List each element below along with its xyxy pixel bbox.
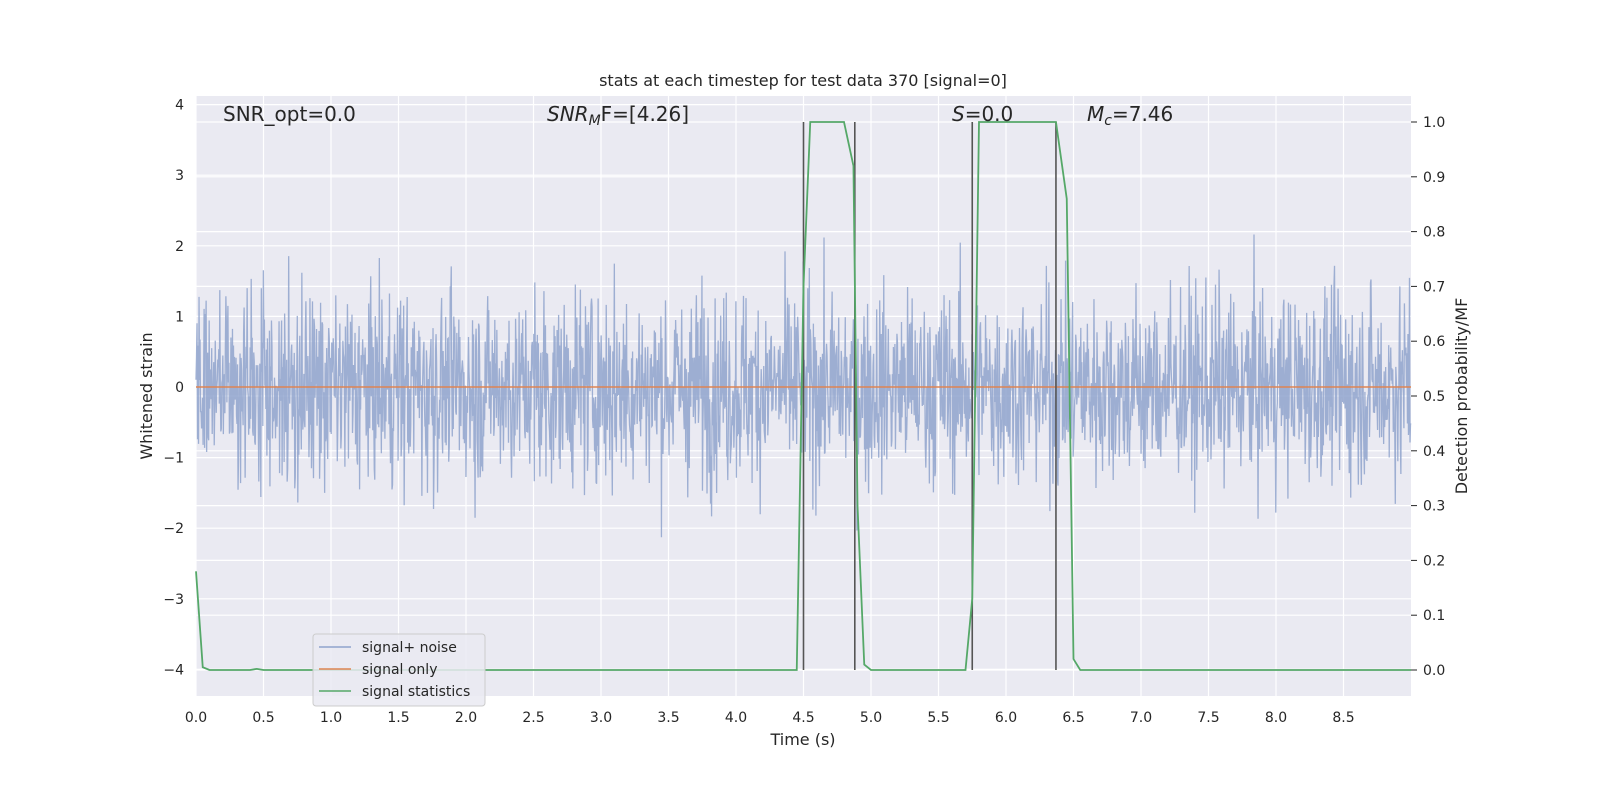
x-tick-label: 7.0 <box>1130 710 1152 726</box>
legend-label-noise: signal+ noise <box>362 640 457 656</box>
annotation-1: SNRMF=[4.26] <box>547 102 689 129</box>
signal-statistics-line <box>195 121 1411 671</box>
y-tick-label: 1 <box>175 309 184 325</box>
y-tick-label: 4 <box>175 98 184 114</box>
right-y-tick-labels: 1.0 0.9 0.8 0.7 0.6 0.5 0.4 0.3 0.2 0.1 0.0 <box>1411 115 1445 679</box>
x-tick-label: 3.5 <box>657 710 679 726</box>
right-y-tick-label: 1.0 <box>1423 115 1445 131</box>
x-tick-label: 0.5 <box>252 710 274 726</box>
legend-label-stats: signal statistics <box>362 684 470 700</box>
y-tick-label: 0 <box>175 380 184 396</box>
y-tick-label: 2 <box>175 239 184 255</box>
legend-label-signal: signal only <box>362 662 437 678</box>
x-tick-label: 7.5 <box>1197 710 1219 726</box>
x-tick-label: 1.0 <box>320 710 342 726</box>
x-tick-label: 4.0 <box>725 710 747 726</box>
legend: signal+ noise signal only signal statist… <box>312 633 486 707</box>
y-axis-label: Whitened strain <box>137 332 156 459</box>
right-y-tick-label: 0.2 <box>1423 553 1445 569</box>
x-tick-label: 8.0 <box>1265 710 1287 726</box>
right-y-tick-label: 0.5 <box>1423 389 1445 405</box>
annotation-0: SNR_opt=0.0 <box>223 102 356 126</box>
right-y-tick-label: 0.9 <box>1423 170 1445 186</box>
right-y-tick-label: 0.0 <box>1423 663 1445 679</box>
y-tick-labels: 4 3 2 1 0 −1 −2 −3 −4 <box>163 98 184 679</box>
annotation-3: Mc=7.46 <box>1087 102 1173 129</box>
y-tick-label: −2 <box>163 521 184 537</box>
x-tick-label: 3.0 <box>590 710 612 726</box>
y-tick-label: −4 <box>163 662 184 678</box>
x-tick-label: 8.5 <box>1332 710 1354 726</box>
annotations: SNR_opt=0.0 SNRMF=[4.26] S=0.0 Mc=7.46 <box>223 102 1173 129</box>
series-signal-statistics <box>195 121 1411 671</box>
x-tick-label: 0.0 <box>185 710 207 726</box>
x-tick-label: 4.5 <box>792 710 814 726</box>
right-y-tick-label: 0.7 <box>1423 279 1445 295</box>
x-tick-label: 5.0 <box>860 710 882 726</box>
x-tick-label: 2.0 <box>455 710 477 726</box>
x-tick-label: 5.5 <box>927 710 949 726</box>
y-tick-label: 3 <box>175 168 184 184</box>
x-tick-label: 2.5 <box>522 710 544 726</box>
right-y-axis-label: Detection probability/MF <box>1452 298 1471 495</box>
right-y-tick-label: 0.3 <box>1423 499 1445 515</box>
right-y-tick-label: 0.4 <box>1423 444 1445 460</box>
right-y-tick-label: 0.6 <box>1423 334 1445 350</box>
chart-title: stats at each timestep for test data 370… <box>599 71 1007 90</box>
legend-box <box>312 633 486 707</box>
x-tick-labels: 0.0 0.5 1.0 1.5 2.0 2.5 3.0 3.5 4.0 4.5 5.0 5.5 6.0 6… <box>185 710 1355 726</box>
y-tick-label: −3 <box>163 592 184 608</box>
x-tick-label: 1.5 <box>387 710 409 726</box>
annotation-2: S=0.0 <box>952 102 1013 126</box>
x-tick-label: 6.0 <box>995 710 1017 726</box>
y-tick-label: −1 <box>163 451 184 467</box>
x-tick-label: 6.5 <box>1062 710 1084 726</box>
right-y-tick-label: 0.8 <box>1423 225 1445 241</box>
x-axis-label: Time (s) <box>769 730 835 749</box>
right-y-tick-label: 0.1 <box>1423 608 1445 624</box>
